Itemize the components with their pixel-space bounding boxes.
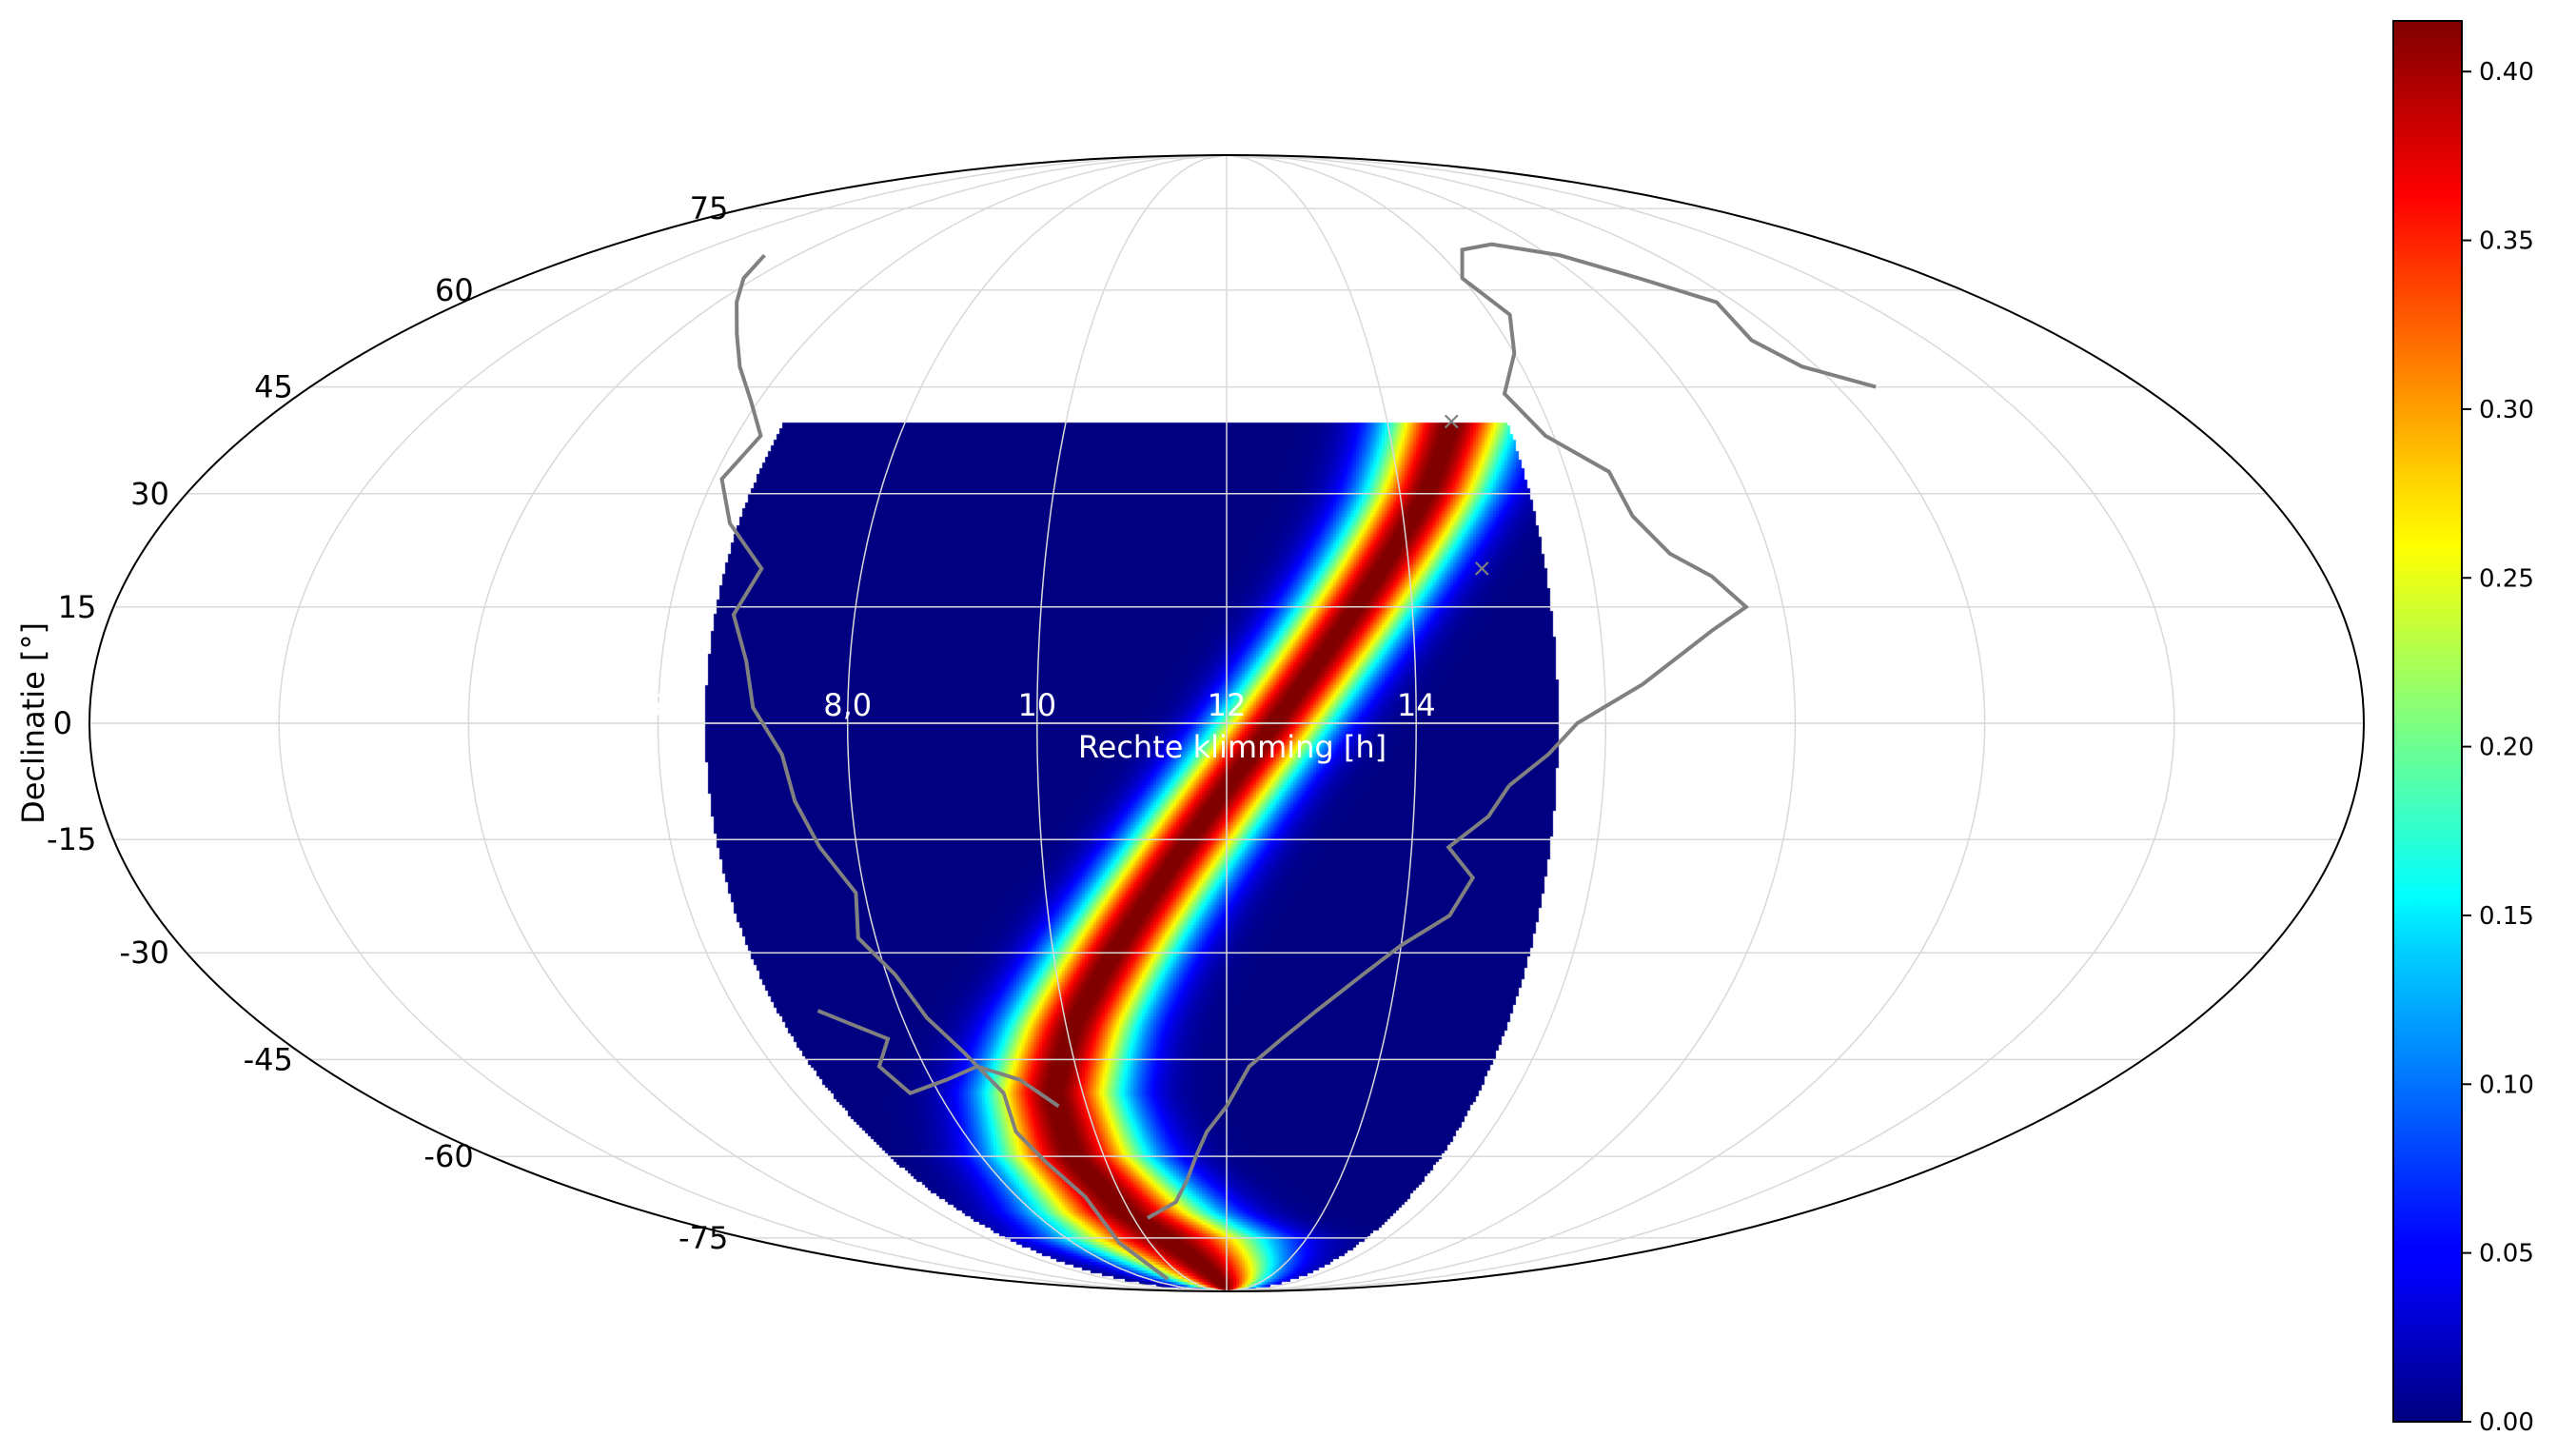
y-axis-label: Declinatie [°] — [15, 622, 51, 824]
colorbar-tick-label: 0.35 — [2479, 227, 2534, 256]
colorbar-tick-label: 0.20 — [2479, 734, 2534, 762]
dec-tick-label: -30 — [120, 935, 169, 971]
marker-cross: × — [1441, 407, 1462, 436]
colorbar-tick-label: 0.30 — [2479, 396, 2534, 424]
colorbar-tick-label: 0.15 — [2479, 902, 2534, 931]
colorbar-tick-label: 0.00 — [2479, 1408, 2534, 1437]
dec-tick-label: 30 — [130, 476, 169, 512]
ra-tick-label: 14 — [1397, 687, 1436, 723]
ra-tick-label: 10 — [1017, 687, 1056, 723]
colorbar-gradient — [2393, 21, 2462, 1422]
dec-tick-label: -15 — [47, 821, 96, 857]
dec-tick-label: -45 — [244, 1041, 293, 1077]
ra-tick-label: 12 — [1208, 687, 1247, 723]
dec-tick-label: 60 — [435, 272, 474, 308]
dec-tick-label: 15 — [58, 589, 97, 625]
ra-tick-label: 8,0 — [823, 687, 872, 723]
colorbar-tick-label: 0.25 — [2479, 564, 2534, 593]
dec-tick-label: -60 — [423, 1138, 473, 1174]
ra-tick-label: 6, — [643, 687, 673, 723]
x-axis-label: Rechte klimming [h] — [1078, 729, 1387, 765]
colorbar: 0.00 0.05 0.10 0.15 0.20 0.25 0.30 0.35 0.40 — [2393, 21, 2534, 1437]
dec-tick-label: 0 — [53, 705, 72, 741]
colorbar-tick-label: 0.40 — [2479, 58, 2534, 87]
dec-tick-label: 45 — [254, 369, 293, 405]
dec-tick-label: 75 — [690, 190, 729, 226]
dec-tick-label: -75 — [679, 1220, 728, 1256]
colorbar-ticks: 0.00 0.05 0.10 0.15 0.20 0.25 0.30 0.35 0.40 — [2462, 58, 2534, 1437]
marker-cross: × — [1471, 555, 1492, 583]
colorbar-tick-label: 0.10 — [2479, 1071, 2534, 1099]
colorbar-tick-label: 0.05 — [2479, 1240, 2534, 1269]
